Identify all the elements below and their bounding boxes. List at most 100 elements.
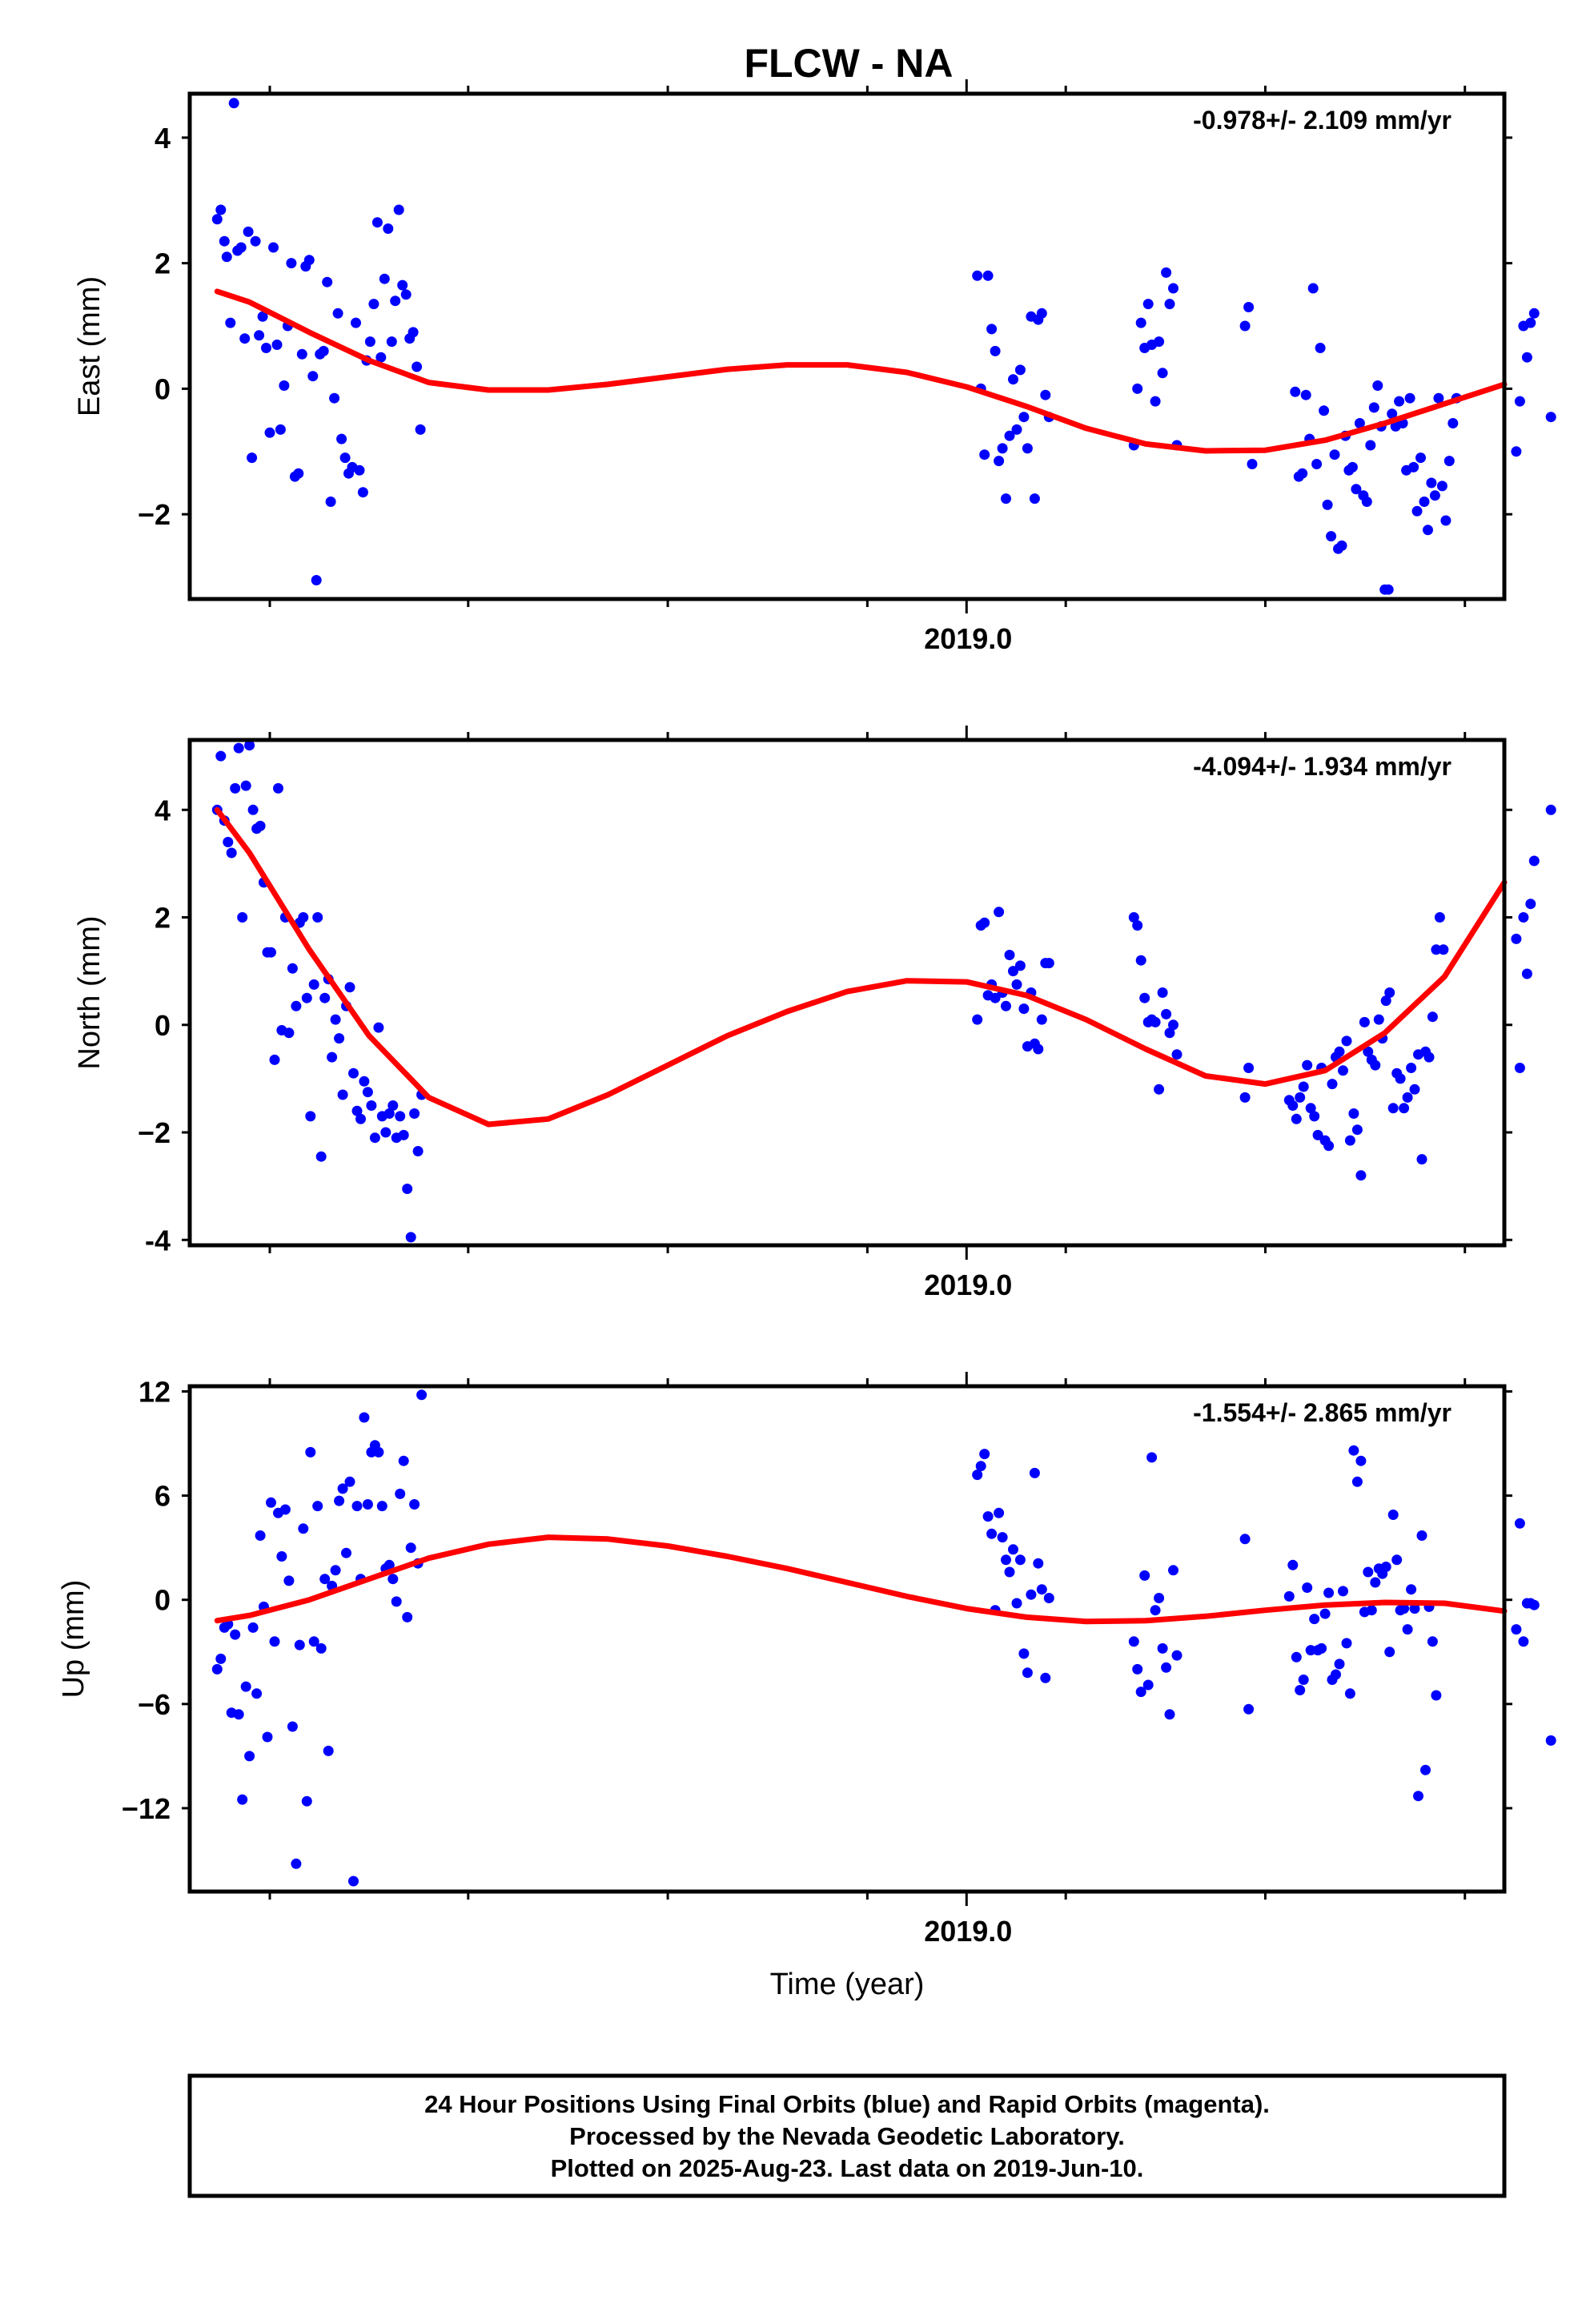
up-data-point bbox=[1018, 1648, 1030, 1659]
up-data-point bbox=[1413, 1791, 1423, 1802]
east-data-point bbox=[390, 296, 401, 307]
up-data-point bbox=[1132, 1663, 1143, 1675]
east-data-point bbox=[1408, 461, 1419, 472]
east-data-point bbox=[264, 427, 275, 438]
north-data-point bbox=[291, 1000, 302, 1011]
up-data-point bbox=[1135, 1687, 1146, 1698]
east-data-point bbox=[1164, 299, 1175, 310]
north-data-point bbox=[1327, 1079, 1338, 1090]
north-data-point bbox=[362, 1087, 373, 1098]
east-data-point bbox=[1297, 468, 1308, 479]
footer-line-3: Plotted on 2025-Aug-23. Last data on 201… bbox=[551, 2154, 1144, 2182]
north-data-point bbox=[1338, 1065, 1348, 1076]
east-data-point bbox=[311, 575, 322, 585]
up-data-point bbox=[409, 1499, 420, 1510]
up-data-point bbox=[1431, 1690, 1442, 1701]
north-data-point bbox=[223, 837, 234, 847]
up-data-point bbox=[1427, 1636, 1438, 1647]
north-data-point bbox=[1431, 944, 1442, 955]
north-data-point bbox=[287, 963, 298, 974]
up-data-point bbox=[291, 1858, 302, 1869]
north-data-point bbox=[1298, 1081, 1309, 1092]
north-data-point bbox=[1334, 1046, 1345, 1057]
up-data-point bbox=[1008, 1544, 1018, 1555]
up-data-point bbox=[373, 1446, 384, 1458]
north-data-point bbox=[1514, 1063, 1525, 1073]
east-data-point bbox=[1022, 443, 1033, 454]
up-rate-label: -1.554+/- 2.865 mm/yr bbox=[1193, 1398, 1452, 1427]
north-data-point bbox=[1043, 958, 1054, 969]
up-data-point bbox=[305, 1446, 316, 1458]
north-data-point bbox=[1427, 1011, 1438, 1023]
east-data-point bbox=[279, 380, 290, 391]
up-data-point bbox=[1319, 1608, 1331, 1619]
east-xtick-label: 2019.0 bbox=[924, 622, 1012, 655]
north-data-point bbox=[1157, 987, 1168, 998]
up-data-point bbox=[1168, 1565, 1178, 1576]
east-data-point bbox=[325, 497, 336, 507]
up-data-point bbox=[215, 1653, 227, 1664]
up-data-point bbox=[395, 1488, 406, 1499]
up-data-point bbox=[1338, 1586, 1348, 1597]
east-data-point bbox=[1243, 302, 1255, 312]
north-data-point bbox=[1395, 1073, 1406, 1084]
east-panel: 4 2 0 −2 2019.0 -0.978+/- 2.109 mm/yr East (mm… bbox=[73, 79, 1556, 655]
east-ytick-label: 4 bbox=[155, 122, 171, 155]
up-data-point bbox=[1161, 1662, 1172, 1673]
east-data-point bbox=[1040, 389, 1051, 400]
up-data-point bbox=[1348, 1445, 1359, 1456]
east-data-point bbox=[1154, 336, 1165, 348]
north-data-point bbox=[1387, 1103, 1399, 1114]
north-data-point bbox=[1323, 1140, 1335, 1152]
east-data-point bbox=[1336, 540, 1347, 551]
east-data-point bbox=[329, 392, 340, 404]
east-data-point bbox=[1436, 480, 1447, 492]
east-ytick-label: −2 bbox=[138, 498, 171, 531]
east-data-point bbox=[303, 255, 315, 266]
up-data-point bbox=[1295, 1685, 1306, 1695]
east-data-point bbox=[1347, 461, 1358, 472]
north-data-point bbox=[1423, 1051, 1435, 1063]
up-ytick-label: 12 bbox=[139, 1376, 171, 1409]
up-data-point bbox=[994, 1507, 1005, 1518]
north-data-point bbox=[1409, 1084, 1420, 1095]
north-data-point bbox=[269, 1054, 280, 1065]
up-data-point bbox=[1128, 1636, 1139, 1647]
east-data-point bbox=[1521, 352, 1532, 363]
up-data-point bbox=[1154, 1593, 1165, 1603]
north-data-point bbox=[1309, 1111, 1320, 1122]
east-data-point bbox=[364, 336, 375, 348]
north-data-point bbox=[237, 912, 248, 923]
north-data-point bbox=[1402, 1092, 1413, 1103]
east-data-point bbox=[250, 235, 261, 247]
up-data-point bbox=[341, 1547, 351, 1558]
north-trend-line bbox=[214, 806, 1508, 1128]
up-data-point bbox=[1363, 1566, 1374, 1578]
up-data-point bbox=[1171, 1650, 1182, 1661]
up-data-point bbox=[1157, 1642, 1168, 1654]
up-data-point bbox=[1043, 1593, 1054, 1603]
up-data-point bbox=[1142, 1679, 1154, 1691]
up-data-point bbox=[1351, 1476, 1363, 1487]
up-data-point bbox=[211, 1663, 223, 1675]
north-data-point bbox=[1370, 1059, 1381, 1071]
north-data-point bbox=[1014, 960, 1026, 971]
up-data-point bbox=[1341, 1638, 1352, 1649]
east-data-point bbox=[994, 456, 1005, 467]
east-data-point bbox=[1135, 317, 1146, 328]
north-data-point bbox=[1434, 912, 1445, 923]
footer-line-1: 24 Hour Positions Using Final Orbits (bl… bbox=[424, 2090, 1270, 2118]
north-data-point bbox=[240, 780, 251, 791]
up-data-point bbox=[1033, 1558, 1044, 1569]
up-data-point bbox=[1022, 1667, 1033, 1679]
up-ytick-label: −12 bbox=[122, 1792, 171, 1825]
east-data-point bbox=[386, 336, 397, 348]
east-data-point bbox=[397, 279, 408, 291]
east-data-point bbox=[1036, 308, 1047, 319]
east-data-point bbox=[1511, 446, 1522, 457]
east-trend-line bbox=[214, 288, 1508, 454]
north-data-point bbox=[327, 1051, 338, 1063]
north-data-point bbox=[1438, 944, 1449, 955]
up-data-point bbox=[986, 1528, 998, 1539]
